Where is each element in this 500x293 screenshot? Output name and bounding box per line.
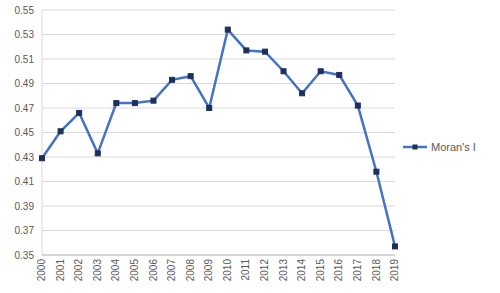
svg-text:2006: 2006 [148,259,159,282]
html-text:Moran's I: Moran's I [431,140,476,153]
svg-text:0.35: 0.35 [15,250,35,261]
svg-text:2009: 2009 [203,259,214,282]
svg-text:2005: 2005 [129,259,140,282]
svg-text:2012: 2012 [259,259,270,282]
svg-text:2008: 2008 [185,259,196,282]
svg-text:2018: 2018 [371,259,382,282]
svg-text:2007: 2007 [166,259,177,282]
svg-text:0.45: 0.45 [15,127,35,138]
svg-text:2003: 2003 [92,259,103,282]
svg-text:0.37: 0.37 [15,225,35,236]
svg-text:2001: 2001 [55,259,66,282]
svg-text:2013: 2013 [278,259,289,282]
svg-text:2004: 2004 [110,259,121,282]
svg-text:2011: 2011 [240,259,251,281]
svg-text:0.47: 0.47 [15,103,35,114]
svg-text:0.51: 0.51 [15,54,35,65]
svg-text:2017: 2017 [352,259,363,282]
svg-text:2019: 2019 [389,259,400,282]
svg-text:0.43: 0.43 [15,152,35,163]
svg-text:2014: 2014 [296,259,307,282]
svg-text:0.55: 0.55 [15,5,35,16]
svg-text:0.41: 0.41 [15,176,35,187]
svg-text:2016: 2016 [333,259,344,282]
svg-text:0.53: 0.53 [15,29,35,40]
svg-text:2000: 2000 [36,259,47,282]
svg-text:0.39: 0.39 [15,201,35,212]
svg-text:0.49: 0.49 [15,78,35,89]
svg-text:2002: 2002 [73,259,84,282]
svg-text:2010: 2010 [222,259,233,282]
svg-text:2015: 2015 [315,259,326,282]
